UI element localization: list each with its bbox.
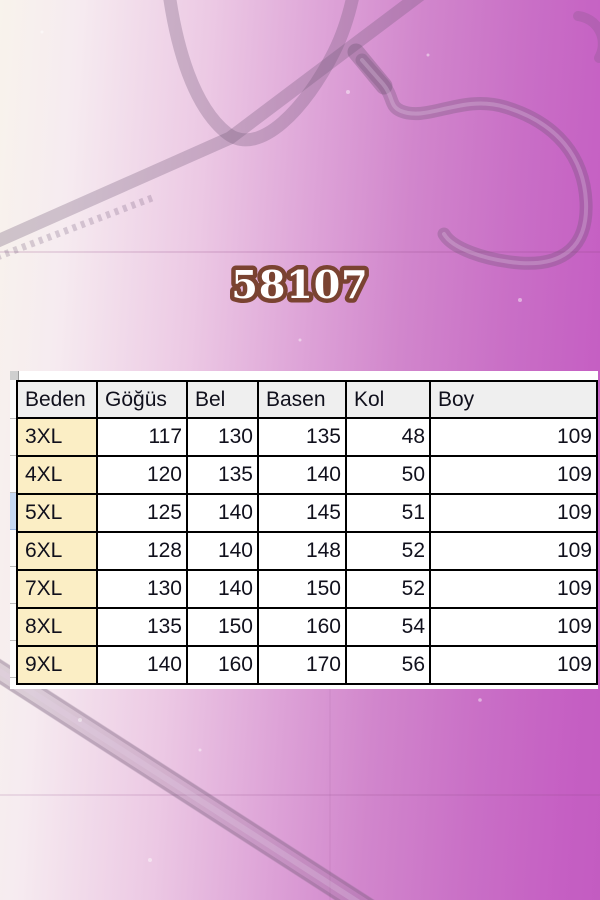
table-cell: 140 [257,455,347,495]
table-cell: 109 [429,607,598,647]
table-cell: 130 [186,417,259,457]
table-cell: 135 [186,455,259,495]
table-cell: 48 [345,417,431,457]
hanger-loop [163,0,359,147]
size-cell: 5XL [16,493,98,533]
table-cell: 170 [257,645,347,685]
table-cell: 140 [186,569,259,609]
table-cell: 160 [257,607,347,647]
row-margin-cell [10,604,16,641]
table-cell: 52 [345,569,431,609]
product-code-text: 58107 [231,262,368,307]
table-cell: 125 [96,493,188,533]
hanger-bottom-highlight [0,668,361,900]
size-cell: 6XL [16,531,98,571]
table-row: 4XL 120 135 140 50 109 [16,455,598,495]
table-row: 8XL 135 150 160 54 109 [16,607,598,647]
table-cell: 56 [345,645,431,685]
hanger-hook-highlight [360,58,589,266]
size-chart: Beden Göğüs Bel Basen Kol Boy 3XL 117 13… [10,371,598,689]
table-cell: 135 [257,417,347,457]
table-cell: 52 [345,531,431,571]
table-cell: 135 [96,607,188,647]
table-cell: 148 [257,531,347,571]
table-cell: 54 [345,607,431,647]
table-row: 3XL 117 130 135 48 109 [16,417,598,457]
table-row: 5XL 125 140 145 51 109 [16,493,598,533]
table-cell: 140 [186,493,259,533]
column-header-boy: Boy [429,380,598,419]
row-margin-cell [10,380,16,419]
hanger-serrated-rail [0,194,154,260]
size-cell: 9XL [16,645,98,685]
row-margin-cell [10,456,16,493]
table-cell: 109 [429,417,598,457]
row-margin-column [10,380,16,685]
hanger-bottom-edge [0,659,374,900]
row-margin-cell [10,641,16,678]
row-margin-cell [10,419,16,456]
table-cell: 120 [96,455,188,495]
table-cell: 50 [345,455,431,495]
column-header-basen: Basen [257,380,347,419]
table-row: 9XL 140 160 170 56 109 [16,645,598,685]
table-cell: 109 [429,493,598,533]
size-cell: 4XL [16,455,98,495]
column-header-beden: Beden [16,380,98,419]
table-row: 7XL 130 140 150 52 109 [16,569,598,609]
table-cell: 109 [429,455,598,495]
hanger-ring [573,11,600,63]
hanger-bottom-edge [0,680,341,900]
table-cell: 109 [429,531,598,571]
table-cell: 150 [257,569,347,609]
size-table: Beden Göğüs Bel Basen Kol Boy 3XL 117 13… [16,380,598,685]
column-header-kol: Kol [345,380,431,419]
size-cell: 3XL [16,417,98,457]
header-row: Beden Göğüs Bel Basen Kol Boy [16,380,598,419]
size-cell: 8XL [16,607,98,647]
column-header-bel: Bel [186,380,259,419]
hanger-bottom-bar [0,658,375,900]
table-cell: 109 [429,645,598,685]
table-cell: 160 [186,645,259,685]
selected-row-indicator [10,493,16,530]
table-cell: 117 [96,417,188,457]
table-cell: 150 [186,607,259,647]
table-cell: 51 [345,493,431,533]
table-cell: 109 [429,569,598,609]
table-row: 6XL 128 140 148 52 109 [16,531,598,571]
size-cell: 7XL [16,569,98,609]
table-cell: 128 [96,531,188,571]
sheet-corner [10,371,19,380]
row-margin-cell [10,530,16,567]
table-cell: 140 [96,645,188,685]
hanger-hook [355,53,593,270]
table-cell: 140 [186,531,259,571]
column-header-gogus: Göğüs [96,380,188,419]
hanger-joint [347,43,393,95]
sheet-top-strip [10,371,598,380]
table-cell: 130 [96,569,188,609]
row-margin-cell [10,567,16,604]
hanger-bar [0,0,425,248]
sheet-bottom-strip [10,685,598,689]
product-code: 58107 [0,240,600,312]
table-cell: 145 [257,493,347,533]
